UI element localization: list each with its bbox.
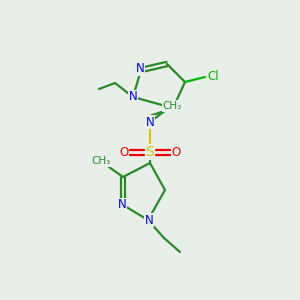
Text: CH₃: CH₃ [162, 101, 182, 111]
Text: N: N [118, 199, 126, 212]
Text: O: O [119, 146, 129, 158]
Text: Cl: Cl [207, 70, 219, 83]
Text: N: N [146, 116, 154, 128]
Text: N: N [129, 91, 137, 103]
Text: N: N [145, 214, 153, 226]
Text: O: O [171, 146, 181, 158]
Text: CH₃: CH₃ [92, 156, 111, 166]
Text: S: S [146, 145, 154, 159]
Text: N: N [136, 62, 144, 76]
